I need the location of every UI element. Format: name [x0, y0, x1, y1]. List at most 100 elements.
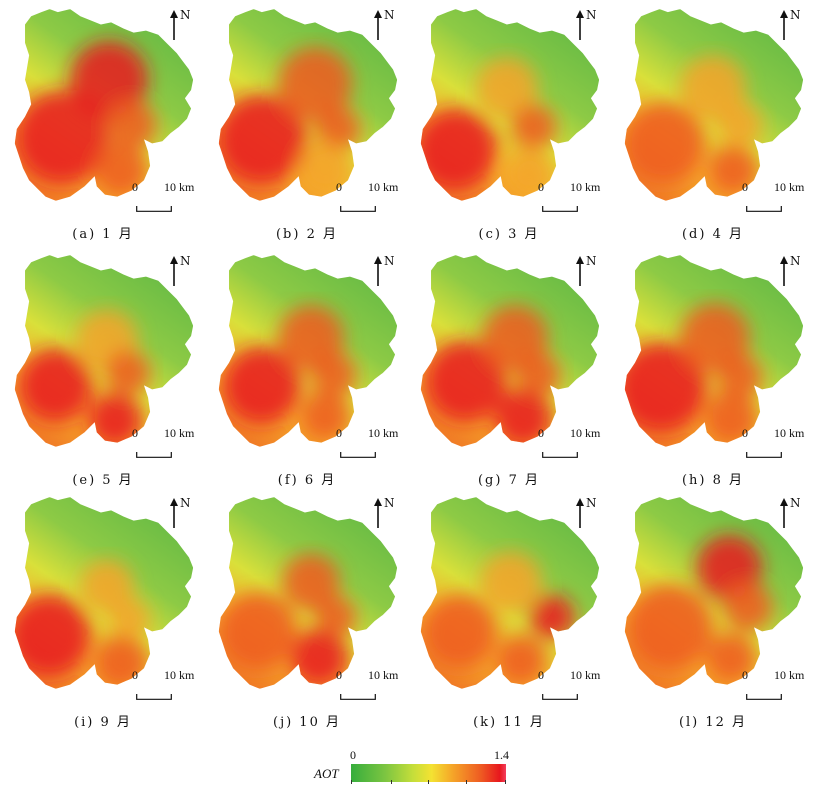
scale-bar: 0 10 km: [536, 668, 616, 700]
aot-hotspot: [70, 40, 149, 119]
north-label: N: [790, 8, 801, 22]
aot-hotspot: [717, 102, 763, 148]
scale-zero-label: 0: [538, 426, 544, 440]
north-label: N: [790, 254, 801, 268]
scale-zero-label: 0: [132, 426, 138, 440]
scale-line: [746, 197, 782, 212]
aot-map: [14, 9, 194, 201]
map-caption: (j) 10 月: [273, 715, 341, 730]
legend-max-label: 1.4: [494, 748, 509, 762]
aot-hotspot: [494, 389, 552, 447]
scale-line: [136, 685, 172, 700]
scale-line: [542, 685, 578, 700]
aot-hotspot: [529, 594, 575, 640]
aot-map: [420, 255, 600, 447]
north-arrow: N: [778, 254, 808, 288]
map-panel: N 0 10 km (g) 7 月: [406, 246, 612, 492]
scale-bar: 0 10 km: [130, 426, 210, 458]
north-arrow: N: [778, 8, 808, 42]
map-panel: N 0 10 km (f) 6 月: [204, 246, 410, 492]
scale-zero-label: 0: [336, 668, 342, 682]
scale-bar: 0 10 km: [740, 668, 820, 700]
scale-bar: 0 10 km: [536, 180, 616, 212]
map-caption: (g) 7 月: [477, 473, 540, 488]
aot-map: [624, 255, 804, 447]
north-arrow: N: [372, 8, 402, 42]
north-label: N: [180, 496, 191, 510]
scale-zero-label: 0: [538, 180, 544, 194]
north-arrow: N: [574, 8, 604, 42]
aot-hotspot: [88, 393, 142, 447]
legend-tick: [505, 780, 506, 784]
map-caption: (l) 12 月: [678, 715, 748, 730]
map-caption: (i) 9 月: [74, 715, 132, 730]
map-caption: (e) 5 月: [72, 473, 134, 488]
aot-hotspot: [510, 104, 557, 150]
map-caption: (c) 3 月: [478, 227, 540, 242]
scale-ten-label: 10 km: [368, 180, 399, 194]
legend-color-ramp: [351, 764, 506, 782]
aot-map: [624, 497, 804, 689]
scale-zero-label: 0: [132, 180, 138, 194]
north-arrow: N: [168, 496, 198, 530]
aot-hotspot: [422, 594, 497, 669]
north-label: N: [586, 254, 597, 268]
scale-ten-label: 10 km: [164, 180, 195, 194]
aot-hotspot: [282, 553, 340, 611]
scale-line: [746, 443, 782, 458]
scale-zero-label: 0: [538, 668, 544, 682]
aot-hotspot: [424, 340, 507, 423]
aot-map: [14, 255, 194, 447]
scale-bar: 0 10 km: [130, 668, 210, 700]
aot-hotspot: [94, 635, 149, 689]
aot-hotspot: [626, 584, 713, 671]
aot-hotspot: [80, 559, 134, 613]
aot-hotspot: [218, 592, 297, 671]
scale-line: [340, 685, 376, 700]
aot-hotspot: [222, 346, 301, 425]
map-panel: N 0 10 km (i) 9 月: [0, 488, 206, 734]
aot-map: [420, 497, 600, 689]
legend-tick: [391, 780, 392, 784]
scale-zero-label: 0: [336, 180, 342, 194]
north-label: N: [384, 8, 395, 22]
north-arrow: N: [168, 254, 198, 288]
legend-tick: [428, 780, 429, 784]
aot-hotspot: [298, 143, 353, 197]
map-caption: (a) 1 月: [72, 227, 134, 242]
map-caption: (b) 2 月: [275, 227, 338, 242]
scale-bar: 0 10 km: [334, 180, 414, 212]
aot-hotspot: [218, 94, 307, 185]
scale-zero-label: 0: [742, 668, 748, 682]
aot-hotspot: [420, 108, 497, 191]
north-arrow: N: [372, 254, 402, 288]
scale-ten-label: 10 km: [774, 668, 805, 682]
north-label: N: [586, 8, 597, 22]
aot-hotspot: [14, 594, 91, 677]
aot-map: [218, 9, 398, 201]
aot-hotspot: [480, 551, 542, 613]
aot-hotspot: [704, 391, 759, 445]
aot-hotspot: [708, 145, 759, 195]
aot-hotspot: [504, 149, 555, 199]
scale-ten-label: 10 km: [774, 180, 805, 194]
scale-ten-label: 10 km: [570, 426, 601, 440]
aot-hotspot: [107, 100, 157, 150]
aot-legend: 0 1.4 AOT: [310, 748, 530, 788]
map-panel: N 0 10 km (h) 8 月: [610, 246, 816, 492]
north-arrow: N: [372, 496, 402, 530]
aot-hotspot: [290, 629, 348, 687]
aot-map: [14, 497, 194, 689]
north-label: N: [790, 496, 801, 510]
scale-ten-label: 10 km: [774, 426, 805, 440]
aot-hotspot: [680, 55, 746, 121]
aot-hotspot: [624, 342, 707, 433]
aot-hotspot: [515, 352, 561, 398]
aot-hotspot: [14, 90, 110, 185]
aot-hotspot: [496, 635, 546, 685]
map-panel: N 0 10 km (c) 3 月: [406, 0, 612, 246]
aot-hotspot: [18, 348, 93, 423]
scale-ten-label: 10 km: [570, 668, 601, 682]
aot-hotspot: [278, 47, 353, 121]
scale-bar: 0 10 km: [334, 668, 414, 700]
